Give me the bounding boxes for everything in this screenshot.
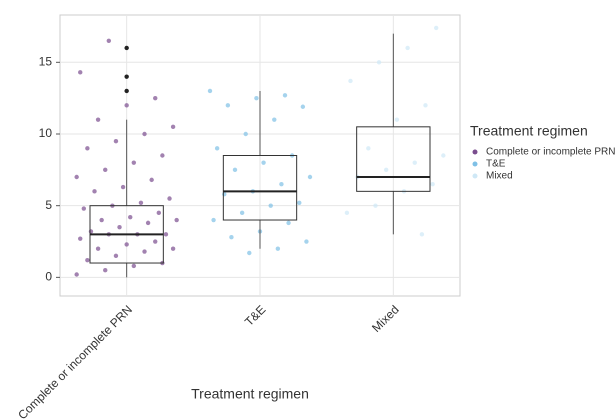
- data-point: [239, 210, 245, 216]
- data-point: [214, 146, 220, 151]
- data-point: [383, 167, 389, 173]
- data-point: [149, 177, 154, 183]
- x-tick-label: Mixed: [369, 302, 402, 335]
- data-point: [348, 78, 353, 84]
- data-point: [78, 70, 83, 75]
- data-point: [279, 181, 284, 187]
- outlier: [124, 74, 129, 79]
- x-tick-label: Complete or incomplete PRN: [15, 302, 135, 420]
- y-tick-label: 0: [45, 270, 52, 284]
- data-point: [297, 200, 302, 206]
- x-tick-label: T&E: [242, 302, 268, 328]
- data-point: [243, 131, 248, 137]
- data-point: [160, 153, 165, 158]
- data-point: [131, 160, 137, 165]
- data-point: [373, 203, 378, 208]
- data-point: [128, 214, 133, 220]
- data-point: [419, 232, 425, 237]
- data-point: [304, 239, 309, 244]
- data-point: [95, 117, 101, 122]
- data-point: [131, 263, 137, 269]
- data-point: [366, 146, 371, 151]
- data-point: [394, 117, 400, 122]
- data-point: [405, 45, 410, 51]
- data-point: [85, 257, 90, 263]
- data-point: [103, 167, 108, 173]
- data-point: [145, 220, 151, 226]
- data-point: [124, 103, 129, 108]
- data-point: [92, 189, 97, 194]
- box: [222, 155, 298, 221]
- data-point: [286, 220, 291, 226]
- data-point: [207, 88, 213, 94]
- y-tick-label: 10: [39, 126, 53, 140]
- data-point: [222, 192, 227, 197]
- legend-label: Complete or incomplete PRN: [486, 147, 615, 158]
- legend-swatch: [472, 149, 478, 155]
- data-point: [103, 267, 108, 273]
- data-point: [272, 117, 277, 122]
- data-point: [441, 153, 446, 158]
- data-point: [138, 200, 144, 206]
- data-point: [211, 217, 216, 223]
- data-point: [433, 25, 439, 31]
- data-point: [232, 167, 238, 173]
- data-point: [106, 38, 112, 44]
- data-point: [275, 246, 281, 251]
- data-point: [430, 181, 435, 187]
- data-point: [254, 95, 259, 101]
- x-axis-title: Treatment regimen: [191, 386, 309, 402]
- data-point: [412, 160, 417, 165]
- data-point: [88, 229, 94, 234]
- data-point: [423, 103, 428, 108]
- data-point: [170, 246, 176, 251]
- data-point: [247, 250, 252, 256]
- legend-swatch: [472, 173, 478, 179]
- data-point: [95, 246, 101, 251]
- data-point: [153, 239, 158, 244]
- data-point: [120, 184, 126, 190]
- data-point: [307, 174, 313, 180]
- data-point: [163, 232, 169, 237]
- data-point: [113, 253, 119, 259]
- data-point: [74, 272, 79, 277]
- data-point: [81, 206, 87, 211]
- legend-swatch: [472, 161, 478, 167]
- legend-title: Treatment regimen: [470, 123, 588, 139]
- data-point: [142, 131, 147, 137]
- data-point: [225, 103, 231, 108]
- data-point: [153, 95, 158, 101]
- box: [356, 126, 431, 192]
- data-point: [124, 242, 129, 247]
- y-tick-label: 15: [39, 54, 53, 68]
- data-point: [142, 249, 147, 254]
- data-point: [113, 138, 119, 144]
- data-point: [156, 210, 162, 216]
- y-tick-label: 5: [45, 198, 52, 212]
- data-point: [344, 210, 350, 216]
- data-point: [300, 104, 306, 109]
- data-point: [78, 236, 83, 241]
- outlier: [124, 88, 129, 94]
- data-point: [99, 217, 104, 223]
- data-point: [170, 124, 176, 130]
- data-point: [268, 203, 273, 208]
- data-point: [261, 160, 266, 165]
- data-point: [229, 235, 234, 240]
- data-point: [167, 196, 172, 201]
- data-point: [74, 174, 79, 180]
- data-point: [85, 146, 90, 151]
- data-point: [376, 60, 382, 65]
- data-point: [117, 224, 122, 230]
- data-point: [282, 93, 288, 98]
- data-point: [174, 217, 179, 223]
- outlier: [124, 45, 129, 51]
- legend-label: T&E: [486, 159, 506, 170]
- legend-label: Mixed: [486, 171, 513, 182]
